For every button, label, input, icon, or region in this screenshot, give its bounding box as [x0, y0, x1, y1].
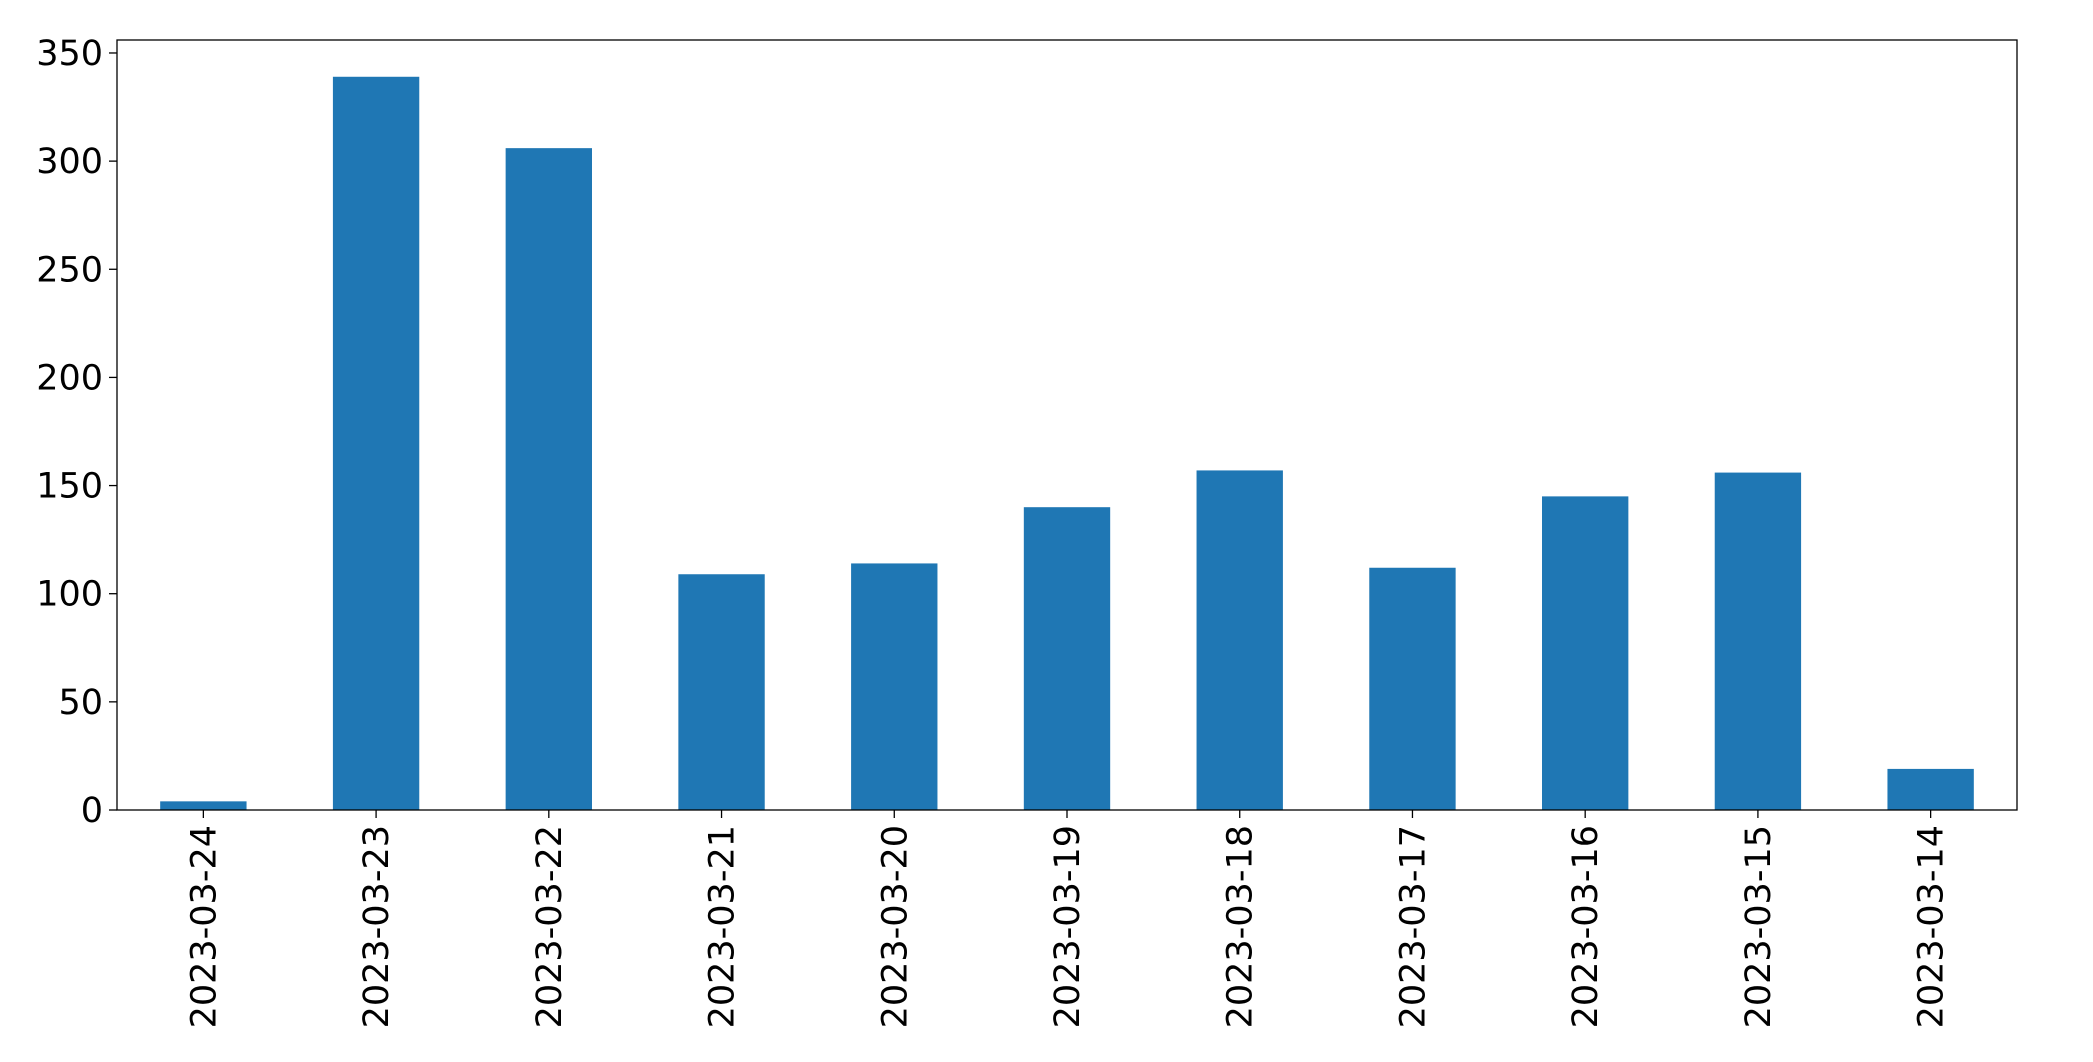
y-tick-label: 350 — [36, 34, 103, 74]
y-tick-label: 250 — [36, 250, 103, 290]
bar-2023-03-15 — [1714, 472, 1802, 810]
x-tick-label: 2023-03-20 — [875, 825, 915, 1028]
bar-2023-03-17 — [1369, 567, 1456, 810]
x-tick-label: 2023-03-24 — [184, 825, 224, 1028]
y-tick-label: 50 — [58, 683, 103, 723]
x-tick-label: 2023-03-18 — [1221, 825, 1261, 1028]
x-tick-label: 2023-03-14 — [1912, 825, 1952, 1028]
bar-2023-03-20 — [851, 563, 938, 810]
bar-2023-03-21 — [678, 574, 765, 810]
bar-2023-03-14 — [1887, 768, 1974, 810]
x-tick-label: 2023-03-23 — [357, 825, 397, 1028]
x-tick-label: 2023-03-17 — [1393, 825, 1433, 1028]
x-tick-label: 2023-03-21 — [703, 825, 743, 1028]
bar-2023-03-23 — [332, 76, 420, 811]
x-axis: 2023-03-24 2023-03-23 2023-03-22 2023-03-21… — [184, 810, 1952, 1028]
x-tick-label: 2023-03-15 — [1739, 825, 1779, 1028]
y-axis: 0 50 100 150 200 250 300 350 — [36, 34, 117, 831]
y-tick-label: 300 — [36, 142, 103, 182]
x-tick-label: 2023-03-22 — [530, 825, 570, 1028]
y-tick-label: 200 — [36, 358, 103, 398]
bar-2023-03-16 — [1542, 496, 1629, 810]
plot-frame — [116, 39, 2018, 811]
bar-2023-03-22 — [505, 148, 592, 811]
bar-2023-03-18 — [1196, 470, 1283, 810]
bar-2023-03-24 — [160, 801, 247, 810]
x-tick-label: 2023-03-16 — [1566, 825, 1606, 1028]
y-tick-label: 100 — [36, 575, 103, 615]
y-tick-label: 150 — [36, 467, 103, 507]
x-tick-label: 2023-03-19 — [1048, 825, 1088, 1028]
bars-group — [160, 76, 1974, 811]
y-tick-label: 0 — [81, 791, 103, 831]
bar-2023-03-19 — [1023, 507, 1111, 810]
